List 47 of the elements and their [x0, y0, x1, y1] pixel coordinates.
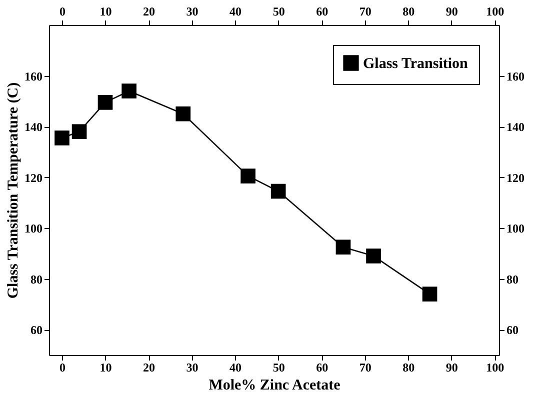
point [270, 184, 286, 199]
x2-tick-label: 100 [486, 4, 504, 18]
y-tick-label: 100 [24, 222, 42, 236]
x-tick-label: 50 [272, 360, 285, 374]
x2-tick-label: 60 [316, 4, 328, 18]
x2-tick-label: 90 [446, 4, 458, 18]
y-tick-label: 140 [24, 120, 42, 134]
point [240, 168, 256, 184]
x2-tick-label: 30 [186, 4, 198, 18]
x-tick-label: 10 [100, 360, 112, 374]
point [336, 240, 351, 255]
point [122, 84, 136, 98]
x-tick-label: 30 [186, 360, 198, 374]
y2-tick-label: 140 [506, 120, 524, 134]
x-tick-label: 60 [316, 360, 328, 374]
y-tick-label: 80 [30, 272, 42, 286]
x2-tick-label: 70 [359, 4, 372, 18]
y-axis-title: Glass Transition Temperature (C) [6, 82, 22, 299]
point [366, 248, 381, 264]
y2-tick-label: 60 [506, 323, 518, 338]
point [98, 95, 113, 110]
x-tick-label: 100 [486, 360, 504, 374]
x-tick-label: 0 [59, 360, 66, 374]
x-tick-label: 20 [143, 360, 156, 374]
x2-tick-label: 10 [100, 4, 112, 18]
legend-label: Glass Transition [363, 56, 469, 72]
x2-tick-label: 40 [230, 4, 242, 18]
y2-tick-label: 80 [506, 272, 518, 286]
y-tick-label: 60 [30, 323, 42, 338]
y-tick-label: 120 [24, 170, 42, 185]
y2-tick-label: 120 [506, 170, 524, 185]
x-tick-label: 40 [230, 360, 242, 374]
point [422, 286, 438, 302]
x2-tick-label: 20 [143, 4, 156, 18]
y2-tick-label: 160 [506, 69, 524, 84]
point [72, 124, 87, 140]
x2-tick-label: 80 [402, 4, 415, 18]
point [176, 106, 191, 122]
x-tick-label: 90 [446, 360, 458, 374]
x-axis-title: Mole% Zinc Acetate [208, 378, 341, 394]
x2-tick-label: 50 [272, 4, 285, 18]
x-tick-label: 70 [359, 360, 372, 374]
y2-tick-label: 100 [506, 222, 524, 236]
y-tick-label: 160 [24, 69, 42, 84]
x-tick-label: 80 [402, 360, 415, 374]
point [54, 130, 70, 146]
x2-tick-label: 0 [59, 4, 66, 18]
